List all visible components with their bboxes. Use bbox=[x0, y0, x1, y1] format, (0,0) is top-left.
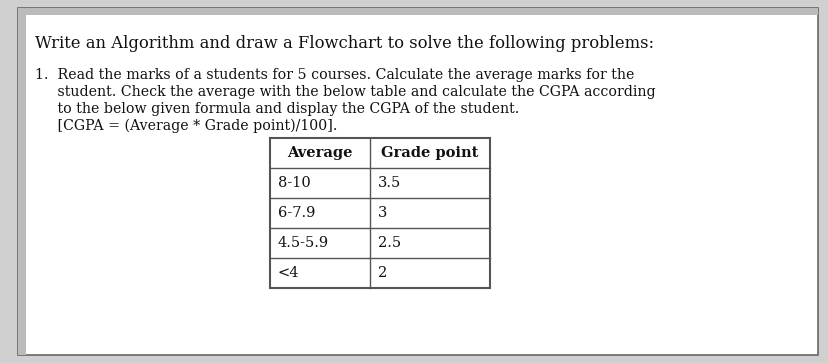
Text: 2: 2 bbox=[378, 266, 387, 280]
Text: 2.5: 2.5 bbox=[378, 236, 401, 250]
Bar bbox=[270, 138, 489, 288]
Text: Average: Average bbox=[287, 146, 353, 160]
Text: Write an Algorithm and draw a Flowchart to solve the following problems:: Write an Algorithm and draw a Flowchart … bbox=[35, 35, 653, 52]
Text: 6-7.9: 6-7.9 bbox=[277, 206, 315, 220]
Text: Grade point: Grade point bbox=[381, 146, 478, 160]
Text: <4: <4 bbox=[277, 266, 299, 280]
Text: 1.  Read the marks of a students for 5 courses. Calculate the average marks for : 1. Read the marks of a students for 5 co… bbox=[35, 68, 633, 82]
Text: to the below given formula and display the CGPA of the student.: to the below given formula and display t… bbox=[35, 102, 519, 116]
Text: 8-10: 8-10 bbox=[277, 176, 310, 190]
Text: 3.5: 3.5 bbox=[378, 176, 401, 190]
Text: 4.5-5.9: 4.5-5.9 bbox=[277, 236, 329, 250]
Text: 3: 3 bbox=[378, 206, 387, 220]
Text: student. Check the average with the below table and calculate the CGPA according: student. Check the average with the belo… bbox=[35, 85, 655, 99]
Bar bbox=[18, 8, 817, 15]
Bar bbox=[18, 8, 26, 355]
Bar bbox=[270, 138, 489, 288]
Text: [CGPA = (Average * Grade point)/100].: [CGPA = (Average * Grade point)/100]. bbox=[35, 119, 337, 133]
